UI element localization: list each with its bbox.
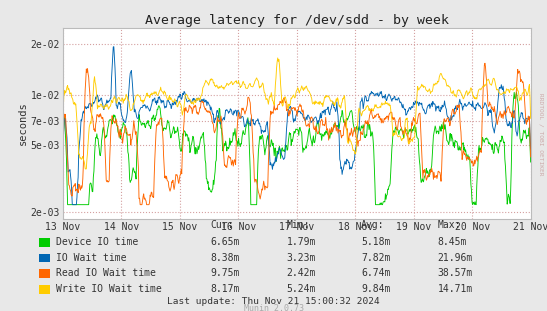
- Text: 8.45m: 8.45m: [438, 237, 467, 247]
- Text: 1.79m: 1.79m: [287, 237, 316, 247]
- Text: Min:: Min:: [287, 220, 310, 230]
- Text: Cur:: Cur:: [211, 220, 234, 230]
- Text: 21.96m: 21.96m: [438, 253, 473, 263]
- Text: 8.38m: 8.38m: [211, 253, 240, 263]
- Text: 9.84m: 9.84m: [361, 284, 391, 294]
- Text: 9.75m: 9.75m: [211, 268, 240, 278]
- Text: 8.17m: 8.17m: [211, 284, 240, 294]
- Text: 5.18m: 5.18m: [361, 237, 391, 247]
- Text: Write IO Wait time: Write IO Wait time: [56, 284, 161, 294]
- Text: 7.82m: 7.82m: [361, 253, 391, 263]
- Text: 38.57m: 38.57m: [438, 268, 473, 278]
- Text: 2.42m: 2.42m: [287, 268, 316, 278]
- Text: IO Wait time: IO Wait time: [56, 253, 126, 263]
- Text: Read IO Wait time: Read IO Wait time: [56, 268, 156, 278]
- Text: 6.74m: 6.74m: [361, 268, 391, 278]
- Text: 14.71m: 14.71m: [438, 284, 473, 294]
- Text: 6.65m: 6.65m: [211, 237, 240, 247]
- Text: Max:: Max:: [438, 220, 461, 230]
- Text: RRDTOOL / TOBI OETIKER: RRDTOOL / TOBI OETIKER: [538, 93, 543, 176]
- Text: Last update: Thu Nov 21 15:00:32 2024: Last update: Thu Nov 21 15:00:32 2024: [167, 297, 380, 306]
- Title: Average latency for /dev/sdd - by week: Average latency for /dev/sdd - by week: [145, 14, 449, 27]
- Text: Avg:: Avg:: [361, 220, 385, 230]
- Text: Munin 2.0.73: Munin 2.0.73: [243, 304, 304, 311]
- Text: Device IO time: Device IO time: [56, 237, 138, 247]
- Y-axis label: seconds: seconds: [18, 102, 28, 146]
- Text: 3.23m: 3.23m: [287, 253, 316, 263]
- Text: 5.24m: 5.24m: [287, 284, 316, 294]
